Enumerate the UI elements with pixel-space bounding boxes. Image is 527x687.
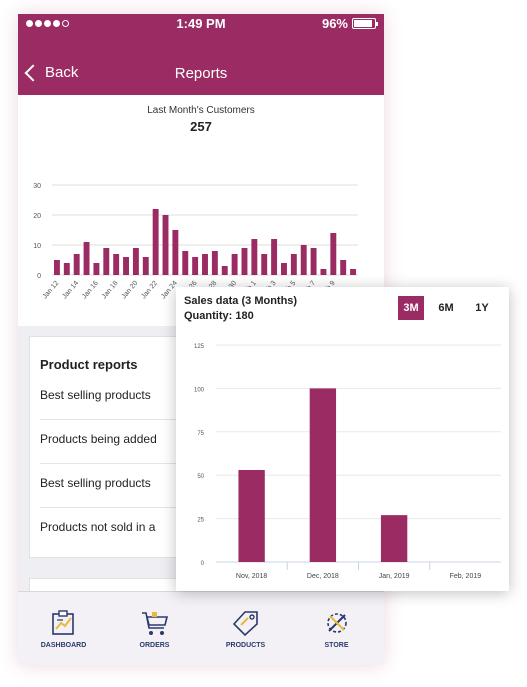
y-tick-label: 10 bbox=[33, 243, 41, 250]
customer-bar bbox=[73, 254, 80, 275]
x-tick-label: Jan 16 bbox=[81, 280, 100, 301]
x-tick-label: Jan 22 bbox=[140, 280, 159, 301]
customer-bar bbox=[162, 215, 169, 275]
status-time: 1:49 PM bbox=[176, 16, 226, 31]
y-tick-label: 20 bbox=[33, 213, 41, 220]
nav-bar: Back Reports bbox=[18, 34, 384, 95]
status-bar: 1:49 PM 96% bbox=[18, 14, 384, 34]
y-tick-label: 75 bbox=[197, 431, 204, 437]
customer-bar bbox=[192, 257, 199, 275]
y-tick-label: 30 bbox=[33, 183, 41, 190]
customer-bar bbox=[123, 257, 129, 275]
product-reports-title: Product reports bbox=[40, 357, 138, 372]
sales-title: Sales data (3 Months) bbox=[184, 295, 298, 307]
y-tick-label: 0 bbox=[201, 561, 205, 567]
customer-bar bbox=[172, 230, 179, 275]
back-button[interactable]: Back bbox=[24, 64, 79, 81]
y-tick-label: 25 bbox=[197, 518, 204, 524]
x-tick-label: Jan 12 bbox=[42, 280, 61, 301]
battery-status: 96% bbox=[321, 16, 378, 31]
customer-bar bbox=[261, 254, 268, 275]
tab-dashboard-label: DASHBOARD bbox=[40, 642, 87, 649]
back-label: Back bbox=[45, 64, 79, 81]
customer-bar bbox=[330, 233, 337, 275]
customer-bar bbox=[290, 254, 297, 275]
product-report-item[interactable]: Products not sold in a bbox=[40, 520, 156, 534]
sales-bar bbox=[309, 388, 337, 562]
x-tick-label: Feb, 2019 bbox=[450, 573, 482, 580]
customers-title: Last Month's Customers bbox=[147, 105, 255, 116]
dashboard-icon bbox=[52, 610, 74, 635]
x-tick-label: Jan 20 bbox=[121, 280, 140, 301]
customer-bar bbox=[350, 269, 357, 275]
customer-bar bbox=[53, 260, 60, 275]
sales-data-popup: Sales data (3 Months) Quantity: 180 3M 6… bbox=[176, 287, 509, 591]
range-1y-button[interactable]: 1Y bbox=[475, 302, 489, 314]
bottom-tab-bar: DASHBOARD ORDERS PRODUCTS bbox=[18, 591, 384, 665]
tab-orders-label: ORDERS bbox=[139, 642, 170, 649]
tab-store-label: STORE bbox=[324, 642, 349, 649]
customers-bar-chart: 0 10 20 30 Jan 12 Jan 14 Jan 16 Jan 18 Jan 20 Jan… bbox=[33, 183, 358, 301]
range-6m-button[interactable]: 6M bbox=[438, 302, 454, 314]
x-tick-label: Jan 14 bbox=[61, 280, 80, 301]
y-tick-label: 100 bbox=[194, 387, 205, 393]
y-tick-label: 0 bbox=[37, 273, 41, 280]
range-3m-button[interactable]: 3M bbox=[398, 296, 424, 320]
sales-bar-chart: 0 25 50 75 100 125 Nov, 2018 Dec, 2018 Jan, 2019… bbox=[194, 344, 501, 580]
customer-bar bbox=[182, 251, 189, 275]
cart-icon bbox=[142, 612, 169, 635]
x-tick-label: Nov, 2018 bbox=[236, 573, 267, 580]
tab-store[interactable]: STORE bbox=[291, 592, 382, 665]
tab-dashboard[interactable]: DASHBOARD bbox=[18, 592, 109, 665]
customer-bar bbox=[320, 269, 327, 275]
sales-quantity: Quantity: 180 bbox=[184, 310, 254, 322]
customer-bar bbox=[103, 248, 110, 275]
customers-count: 257 bbox=[190, 119, 212, 134]
customer-bar bbox=[93, 263, 100, 275]
customer-bar bbox=[340, 260, 347, 275]
customer-bar bbox=[83, 242, 90, 275]
customer-bar bbox=[152, 209, 159, 275]
customer-bar bbox=[281, 263, 287, 275]
tab-products-label: PRODUCTS bbox=[225, 642, 266, 649]
customer-bar bbox=[221, 266, 228, 275]
battery-icon bbox=[352, 18, 378, 29]
customer-bar bbox=[310, 248, 317, 275]
customer-bar bbox=[142, 257, 149, 275]
x-tick-label: Dec, 2018 bbox=[307, 573, 339, 580]
signal-strength-icon bbox=[26, 20, 69, 27]
page-title: Reports bbox=[174, 65, 228, 82]
customer-bar bbox=[300, 245, 307, 275]
tab-orders[interactable]: ORDERS bbox=[109, 592, 200, 665]
customer-bar bbox=[132, 248, 139, 275]
y-tick-label: 50 bbox=[197, 474, 204, 480]
y-tick-label: 125 bbox=[194, 344, 205, 350]
customer-bar bbox=[271, 239, 278, 275]
sales-bar bbox=[238, 469, 265, 562]
customer-bar bbox=[202, 254, 208, 275]
x-tick-label: Jan, 2019 bbox=[379, 573, 410, 580]
battery-percent: 96% bbox=[321, 16, 348, 31]
customer-bar bbox=[251, 239, 258, 275]
customer-bar bbox=[231, 254, 238, 275]
customer-bar bbox=[63, 263, 70, 275]
tools-icon bbox=[327, 613, 347, 633]
tab-products[interactable]: PRODUCTS bbox=[200, 592, 291, 665]
x-tick-label: Jan 18 bbox=[101, 280, 120, 301]
customer-bar bbox=[241, 248, 248, 275]
sales-bar bbox=[380, 515, 408, 562]
tag-icon bbox=[232, 611, 258, 637]
customer-bar bbox=[113, 254, 120, 275]
customer-bar bbox=[211, 251, 218, 275]
